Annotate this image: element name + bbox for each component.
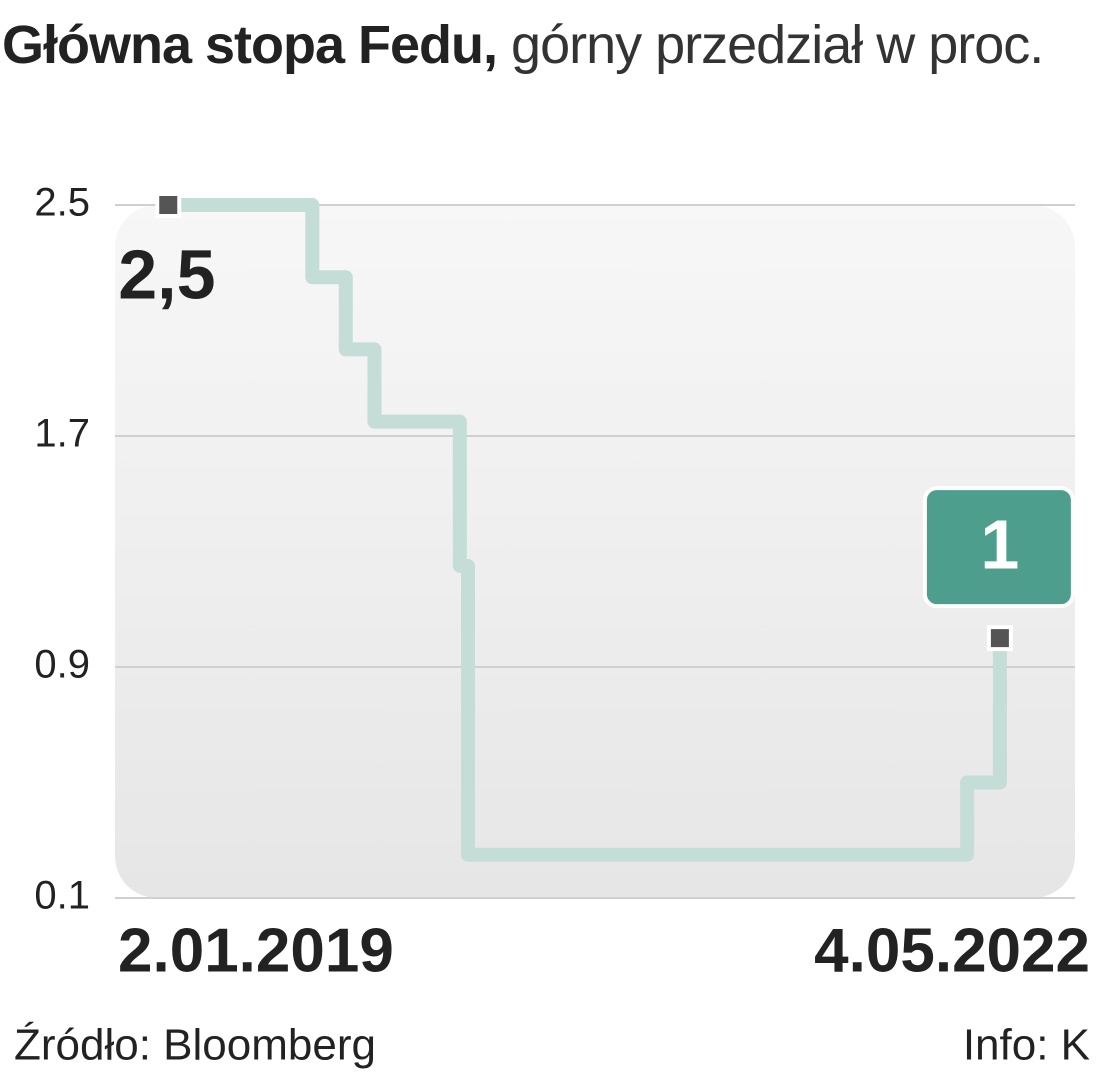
credit: Info: K bbox=[963, 1021, 1090, 1070]
source: Źródło: Bloomberg bbox=[14, 1021, 376, 1070]
plot-background bbox=[115, 205, 1075, 898]
x-tick-label: 2.01.2019 bbox=[118, 916, 394, 985]
x-tick-label: 4.05.2022 bbox=[814, 916, 1090, 985]
point-marker bbox=[155, 192, 182, 218]
header: Główna stopa Fedu, górny przedział w pro… bbox=[2, 0, 1062, 90]
chart-title: Główna stopa Fedu, bbox=[2, 15, 498, 75]
y-tick-label: 1.7 bbox=[34, 412, 90, 456]
y-tick-label: 0.9 bbox=[34, 643, 90, 687]
point-marker bbox=[986, 625, 1013, 652]
chart-subtitle: górny przedział w proc. bbox=[511, 15, 1044, 75]
value-label: 1 bbox=[980, 506, 1019, 584]
line bbox=[168, 198, 1007, 862]
y-tick-label: 0.1 bbox=[34, 874, 90, 918]
value-label: 2,5 bbox=[118, 235, 215, 313]
value-label-box bbox=[922, 486, 1075, 609]
y-tick-label: 2.5 bbox=[34, 181, 90, 225]
